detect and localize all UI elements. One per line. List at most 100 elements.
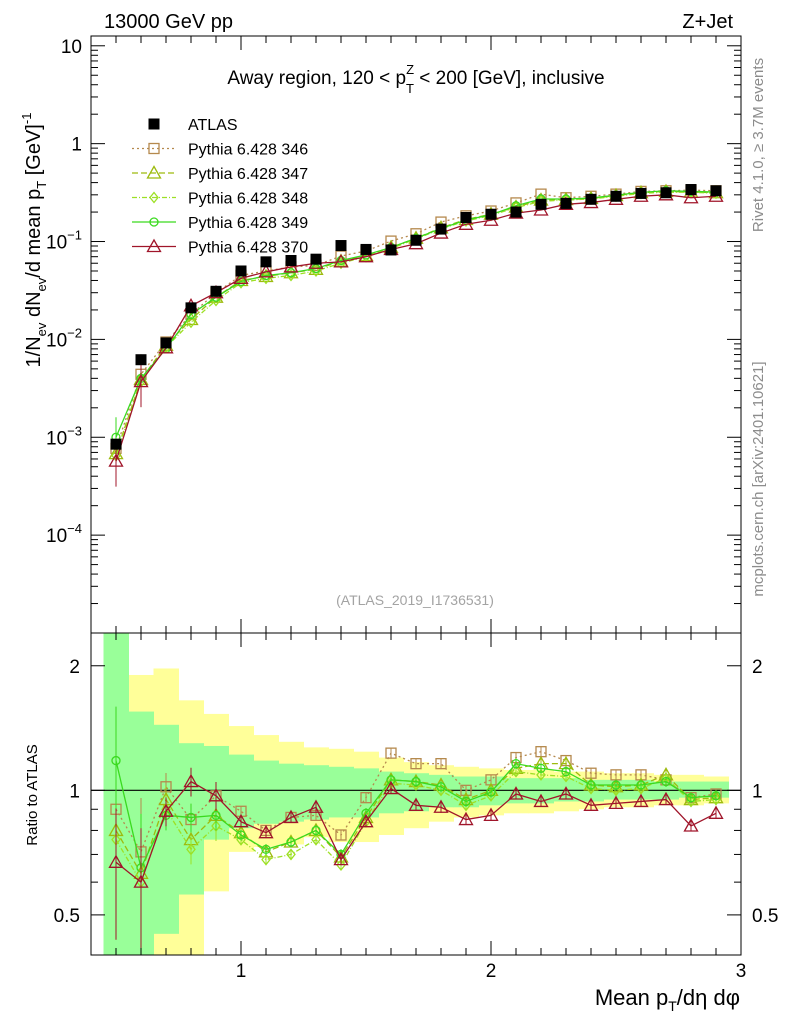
ratio-5-point bbox=[583, 797, 599, 811]
ratio-1-point bbox=[360, 792, 372, 804]
ratio-4-point bbox=[311, 825, 321, 836]
ratio-4-point bbox=[686, 793, 696, 803]
analysis-id: (ATLAS_2019_I1736531) bbox=[336, 592, 494, 608]
ratio-5-point bbox=[108, 854, 124, 868]
x-tick-label: 3 bbox=[736, 961, 747, 982]
process-label: Z+Jet bbox=[682, 11, 733, 33]
legend-label: Pythia 6.428 346 bbox=[188, 142, 308, 159]
legend-entry-2: Pythia 6.428 347 bbox=[132, 165, 308, 183]
ratio-3-point bbox=[636, 782, 646, 795]
atlas-point bbox=[235, 265, 247, 277]
legend-marker bbox=[148, 118, 160, 130]
atlas-point bbox=[285, 254, 297, 266]
y-tick-label: 10 bbox=[61, 37, 82, 58]
series-5-point bbox=[458, 216, 474, 230]
ratio-y-tick-label-right: 1 bbox=[752, 781, 763, 802]
main-title-part1: Away region, 120 < p bbox=[227, 68, 406, 89]
ratio-3-point bbox=[186, 843, 196, 856]
ratio-4-point bbox=[236, 830, 246, 840]
ratio-5-point bbox=[283, 809, 299, 824]
atlas-point bbox=[685, 184, 697, 196]
legend-label: Pythia 6.428 348 bbox=[188, 191, 308, 208]
series-3-point bbox=[286, 269, 296, 282]
rivet-label: Rivet 4.1.0, ≥ 3.7M events bbox=[750, 58, 767, 232]
y-tick-label: 10−1 bbox=[46, 228, 82, 254]
ratio-3-point bbox=[211, 819, 221, 833]
atlas-point bbox=[110, 438, 122, 450]
ratio-5-point bbox=[333, 851, 349, 866]
ratio-4-point bbox=[586, 780, 596, 790]
legend-entry-4: Pythia 6.428 349 bbox=[132, 215, 308, 232]
ratio-4-point bbox=[111, 755, 121, 766]
series-5-point bbox=[683, 189, 699, 204]
ratio-5-point bbox=[183, 773, 199, 788]
ratio-5-point bbox=[508, 786, 524, 800]
ratio-5-point bbox=[258, 824, 274, 839]
legend-marker bbox=[148, 142, 160, 155]
ratio-3-point bbox=[586, 782, 596, 795]
main-title-part2: < 200 [GeV], inclusive bbox=[414, 68, 605, 89]
ratio-y-tick-label-right: 0.5 bbox=[752, 906, 778, 927]
ratio-5-point bbox=[483, 807, 499, 822]
ratio-3-point bbox=[286, 848, 296, 861]
ratio-4-point bbox=[661, 776, 671, 787]
ratio-5-point bbox=[383, 780, 399, 795]
atlas-point bbox=[210, 285, 222, 297]
y-tick-label: 10−3 bbox=[46, 423, 82, 449]
legend-label: Pythia 6.428 349 bbox=[188, 215, 308, 232]
atlas-point bbox=[460, 211, 472, 223]
ratio-3-point bbox=[336, 858, 346, 872]
ratio-y-tick-label-right: 2 bbox=[752, 657, 763, 678]
ratio-ylabel: Ratio to ATLAS bbox=[24, 744, 41, 845]
legend-label: Pythia 6.428 370 bbox=[188, 240, 308, 257]
atlas-point bbox=[560, 197, 572, 209]
main-ylabel: 1/Nev dNev/d mean pT [GeV]-1 bbox=[19, 113, 49, 368]
ratio-5-point bbox=[533, 793, 549, 808]
ratio-4-point bbox=[561, 766, 571, 777]
atlas-point bbox=[410, 234, 422, 246]
ratio-4-point bbox=[711, 791, 721, 801]
ratio-5-point bbox=[708, 805, 724, 819]
atlas-point bbox=[610, 190, 622, 202]
atlas-point bbox=[385, 244, 397, 256]
ratio-3-point bbox=[261, 853, 271, 866]
ratio-4-point bbox=[486, 787, 496, 797]
ratio-1-point bbox=[385, 747, 397, 759]
ratio-5-point bbox=[233, 813, 249, 828]
atlas-point bbox=[710, 185, 722, 197]
ratio-series-5 bbox=[108, 767, 724, 955]
beam-label: 13000 GeV pp bbox=[104, 11, 233, 33]
reference-series bbox=[110, 184, 722, 450]
ratio-4-point bbox=[611, 780, 621, 790]
legend: ATLAS Pythia 6.428 346 Pythia 6.428 347 Pyt… bbox=[132, 117, 308, 257]
ratio-5-point bbox=[558, 786, 574, 800]
ratio-series-4 bbox=[111, 706, 721, 946]
ratio-1-point bbox=[335, 829, 347, 841]
ratio-4-point bbox=[186, 812, 196, 823]
atlas-point bbox=[185, 302, 197, 314]
ratio-1-point bbox=[435, 758, 447, 770]
series-5-point bbox=[333, 254, 349, 268]
ratio-3-point bbox=[536, 768, 546, 781]
ratio-5-point bbox=[633, 793, 649, 808]
atlas-point bbox=[435, 223, 447, 235]
ratio-5-point bbox=[133, 874, 149, 888]
series-4-point bbox=[236, 276, 246, 287]
ratio-4-point bbox=[436, 782, 446, 792]
main-title-sub: T bbox=[406, 81, 414, 96]
ratio-y-tick-label: 1 bbox=[69, 781, 80, 802]
ratio-3-point bbox=[461, 799, 471, 812]
series-5-point bbox=[258, 264, 274, 278]
ratio-4-point bbox=[211, 810, 221, 821]
legend-entry-1: Pythia 6.428 346 bbox=[132, 142, 308, 159]
legend-entry-5: Pythia 6.428 370 bbox=[132, 238, 308, 257]
legend-entry-0: ATLAS bbox=[148, 117, 238, 134]
ratio-5-point bbox=[208, 787, 224, 802]
y-tick-label: 10−2 bbox=[46, 325, 82, 351]
atlas-point bbox=[260, 256, 272, 268]
green-band-bin bbox=[328, 766, 354, 818]
ratio-plot: 2 2 1 1 0.5 0.5 1 2 3 Ratio to ATLAS Mean pT/dη … bbox=[24, 632, 778, 1014]
ratio-5-point bbox=[683, 818, 699, 832]
ratio-3-point bbox=[511, 765, 521, 778]
